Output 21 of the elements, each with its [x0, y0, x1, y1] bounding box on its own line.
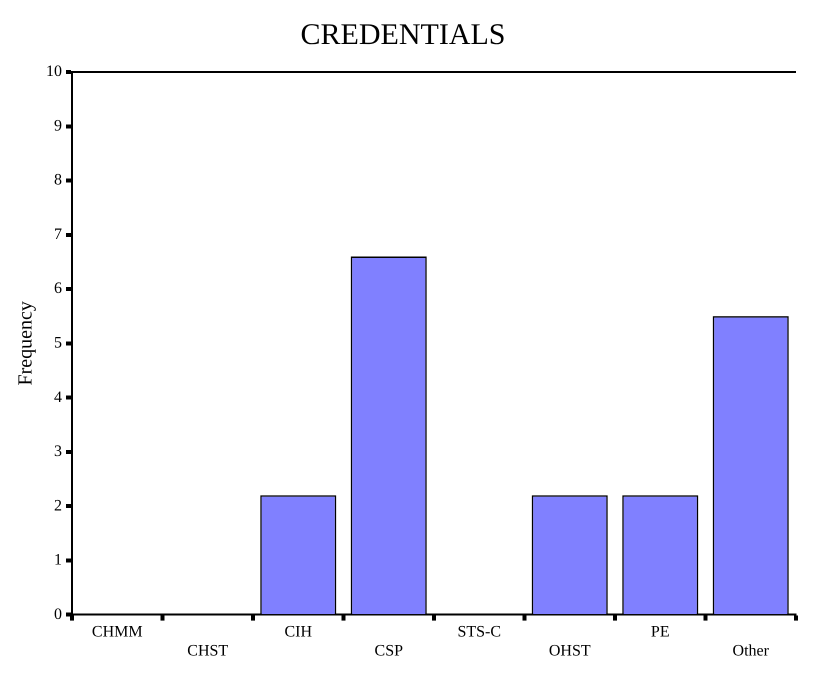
- y-tick-label: 4: [54, 388, 62, 406]
- x-tick-label: CIH: [284, 623, 312, 640]
- y-tick-label: 1: [54, 552, 62, 569]
- x-tick-label: Other: [732, 642, 770, 660]
- x-tick-label: STS-C: [457, 623, 502, 640]
- y-tick-label: 7: [54, 226, 62, 243]
- y-tick-label: 8: [54, 172, 62, 189]
- x-tick-label: PE: [650, 623, 670, 640]
- y-tick-label: 10: [46, 63, 62, 80]
- y-axis-title: Frequency: [14, 301, 36, 386]
- y-tick-label: 0: [54, 606, 62, 623]
- x-tick-label: CSP: [374, 642, 404, 660]
- chart-title: CREDENTIALS: [300, 18, 506, 51]
- y-tick-label: 5: [54, 334, 62, 352]
- x-tick-label: OHST: [548, 642, 591, 660]
- y-tick-label: 6: [54, 280, 62, 298]
- x-tick-label: CHMM: [92, 623, 143, 640]
- y-tick-label: 9: [54, 117, 62, 134]
- x-tick-label: CHST: [187, 642, 228, 660]
- y-tick-label: 2: [54, 497, 62, 514]
- y-tick-label: 3: [54, 443, 62, 460]
